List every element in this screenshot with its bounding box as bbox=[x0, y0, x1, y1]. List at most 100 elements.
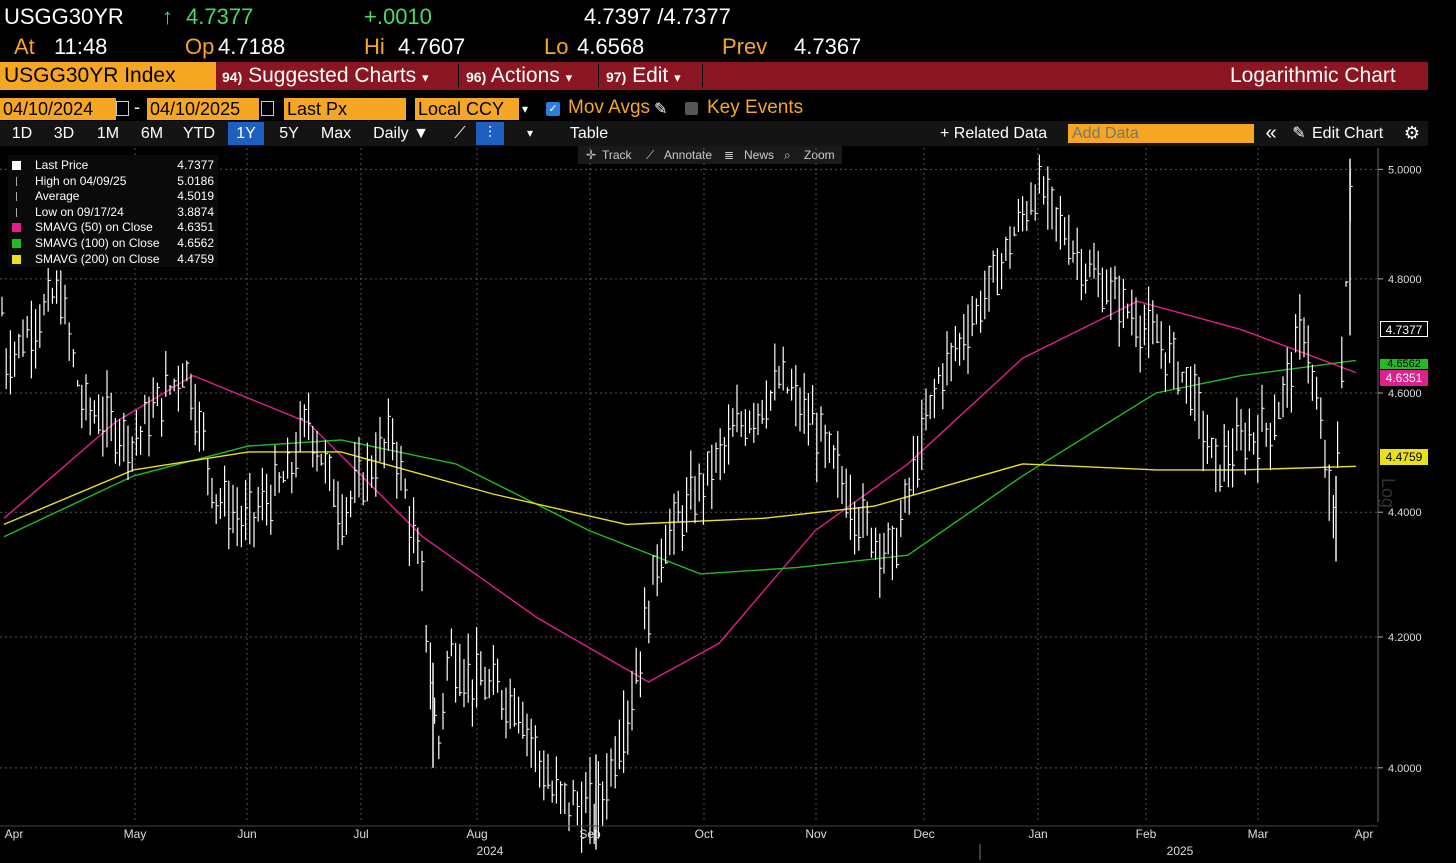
gear-icon[interactable]: ⚙ bbox=[1403, 123, 1421, 143]
legend-marker-icon bbox=[16, 192, 17, 202]
legend-value: 4.7377 bbox=[177, 158, 214, 172]
period-1y[interactable]: 1Y bbox=[228, 122, 264, 145]
y-tick-label: 4.2000 bbox=[1388, 632, 1422, 644]
high-label: Hi bbox=[364, 34, 385, 59]
legend-row: SMAVG (200) on Close 4.4759 bbox=[8, 252, 214, 267]
prev-value: 4.7367 bbox=[794, 34, 862, 59]
last-price: 4.7377 bbox=[186, 4, 254, 29]
legend-swatch bbox=[12, 223, 21, 233]
x-month-label: Oct bbox=[695, 827, 714, 841]
period-6m[interactable]: 6M bbox=[140, 125, 164, 142]
chart-legend: Last Price 4.7377 High on 04/09/25 5.0186 Av… bbox=[8, 155, 218, 267]
legend-label: Low on 09/17/24 bbox=[35, 204, 124, 219]
edit-label: Edit bbox=[632, 64, 669, 87]
legend-label: SMAVG (100) on Close bbox=[35, 236, 160, 250]
edit-menu[interactable]: 97) Edit ▾ bbox=[606, 62, 681, 90]
table-button[interactable]: Table bbox=[569, 125, 609, 142]
zoom-button[interactable]: Zoom bbox=[804, 148, 835, 162]
chart-mode[interactable]: Logarithmic Chart bbox=[1230, 64, 1396, 87]
annotate-button[interactable]: Annotate bbox=[664, 148, 713, 162]
period-ytd[interactable]: YTD bbox=[183, 125, 215, 142]
last-price-tag: 4.7377 bbox=[1380, 321, 1428, 337]
period-1m[interactable]: 1M bbox=[96, 125, 120, 142]
period-3d[interactable]: 3D bbox=[53, 125, 75, 142]
y-tick-label: 4.4000 bbox=[1388, 507, 1422, 519]
calendar-icon[interactable] bbox=[261, 101, 274, 116]
legend-value: 4.6351 bbox=[177, 220, 214, 235]
open-value: 4.7188 bbox=[218, 34, 286, 59]
pencil-icon: ⟋ bbox=[646, 148, 655, 162]
calendar-icon[interactable] bbox=[116, 101, 129, 116]
legend-row: SMAVG (50) on Close 4.6351 bbox=[8, 220, 214, 235]
news-icon: ≣ bbox=[724, 148, 735, 162]
legend-value: 4.4759 bbox=[177, 251, 214, 266]
sma-line-3 bbox=[3, 451, 1357, 526]
legend-label: SMAVG (200) on Close bbox=[35, 251, 160, 266]
chevron-down-icon: ▾ bbox=[674, 70, 681, 85]
chevron-down-icon[interactable]: ▾ bbox=[522, 102, 529, 116]
key-events-checkbox[interactable] bbox=[685, 102, 698, 115]
end-date-field[interactable]: 04/10/2025 bbox=[147, 98, 259, 120]
x-month-label: Sep bbox=[579, 827, 601, 841]
legend-marker-icon bbox=[16, 176, 17, 186]
suggested-number: 94) bbox=[222, 69, 243, 85]
low-label: Lo bbox=[544, 34, 569, 59]
suggested-charts-menu[interactable]: 94) Suggested Charts ▾ bbox=[222, 62, 429, 90]
pencil-icon[interactable]: ✎ bbox=[1292, 125, 1306, 142]
period-max[interactable]: Max bbox=[320, 125, 352, 142]
sma-line-1 bbox=[3, 300, 1357, 683]
line-chart-icon[interactable]: ⟋ bbox=[454, 125, 466, 142]
period-5y[interactable]: 5Y bbox=[279, 125, 299, 142]
sma50-tag: 4.6351 bbox=[1380, 370, 1428, 386]
field-select[interactable]: Last Px bbox=[284, 98, 406, 120]
at-time: 11:48 bbox=[54, 34, 108, 59]
bid-ask: 4.7397 /4.7377 bbox=[584, 4, 731, 29]
at-label: At bbox=[14, 34, 35, 59]
legend-row: Low on 09/17/24 3.8874 bbox=[8, 205, 214, 220]
mov-avgs-checkbox[interactable]: ✓ bbox=[546, 102, 560, 116]
chart-tools: ✛ Track ⟋ Annotate ≣ News ⌕ Zoom bbox=[578, 146, 842, 164]
news-button[interactable]: News bbox=[744, 148, 775, 162]
period-1d[interactable]: 1D bbox=[11, 125, 33, 142]
frequency-select[interactable]: Daily ▼ bbox=[373, 125, 429, 142]
legend-row: SMAVG (100) on Close 4.6562 bbox=[8, 236, 214, 251]
x-month-label: Nov bbox=[805, 827, 826, 841]
zoom-icon: ⌕ bbox=[784, 148, 791, 162]
edit-number: 97) bbox=[606, 69, 627, 85]
legend-swatch bbox=[12, 161, 21, 170]
mov-avgs-label: Mov Avgs bbox=[568, 97, 651, 118]
menu-bar: 94) Suggested Charts ▾ 96) Actions ▾ 97)… bbox=[0, 62, 1428, 90]
add-data-input[interactable] bbox=[1068, 124, 1254, 143]
bar-chart-icon[interactable]: ⫶ bbox=[476, 122, 504, 145]
crosshair-icon: ✛ bbox=[586, 148, 597, 162]
x-month-label: Aug bbox=[466, 827, 487, 841]
collapse-button[interactable]: « bbox=[1265, 122, 1277, 144]
legend-label: Average bbox=[35, 189, 80, 204]
low-value: 4.6568 bbox=[577, 34, 645, 59]
x-month-label: Apr bbox=[5, 827, 24, 841]
legend-label: Last Price bbox=[35, 158, 89, 172]
sma200-tag: 4.4759 bbox=[1380, 449, 1428, 465]
pencil-icon[interactable]: ✎ bbox=[654, 101, 668, 118]
chevron-down-icon: ▾ bbox=[565, 70, 573, 85]
legend-row: High on 04/09/25 5.0186 bbox=[8, 174, 214, 189]
edit-chart-button[interactable]: Edit Chart bbox=[1312, 125, 1384, 142]
x-month-label: Feb bbox=[1136, 827, 1157, 841]
actions-menu[interactable]: 96) Actions ▾ bbox=[466, 62, 572, 90]
key-events-label: Key Events bbox=[707, 97, 804, 118]
y-tick-label: 5.0000 bbox=[1388, 164, 1422, 176]
legend-marker-icon bbox=[16, 207, 17, 217]
currency-select[interactable]: Local CCY bbox=[415, 98, 519, 120]
chevron-down-icon[interactable]: ▾ bbox=[526, 126, 534, 140]
legend-label: SMAVG (50) on Close bbox=[35, 220, 153, 235]
x-month-label: Mar bbox=[1248, 827, 1269, 841]
security-field[interactable]: USGG30YR Index bbox=[0, 62, 216, 90]
related-data-button[interactable]: + Related Data bbox=[940, 125, 1048, 142]
track-button[interactable]: Track bbox=[602, 148, 632, 162]
x-year-label: 2025 bbox=[1167, 844, 1194, 858]
legend-value: 4.6562 bbox=[177, 236, 214, 250]
start-date-field[interactable]: 04/10/2024 bbox=[0, 98, 116, 120]
x-month-label: Jan bbox=[1028, 827, 1047, 841]
ticker: USGG30YR bbox=[4, 4, 124, 29]
